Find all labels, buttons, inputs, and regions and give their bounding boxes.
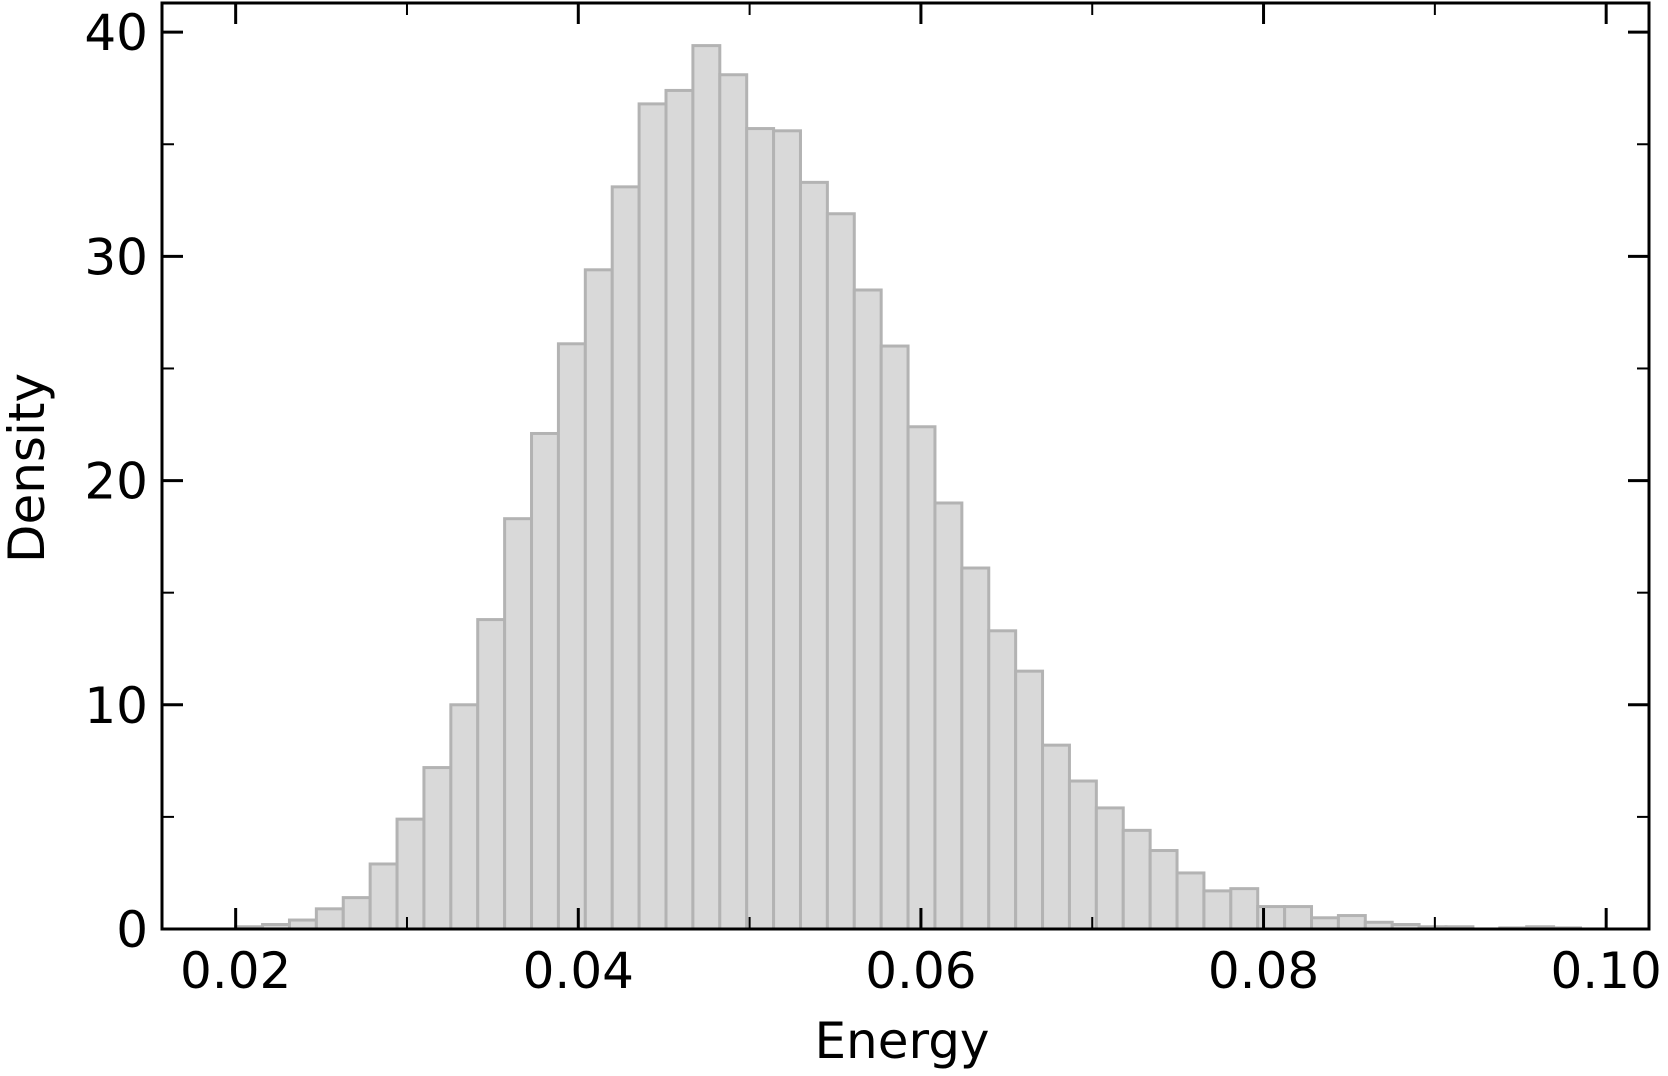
x-tick-label: 0.04 — [523, 942, 634, 1000]
bar — [933, 501, 964, 931]
y-tick-label: 20 — [84, 453, 148, 511]
y-tick-label: 10 — [84, 677, 148, 735]
bar — [583, 268, 614, 931]
x-tick-label: 0.10 — [1551, 942, 1662, 1000]
bar — [556, 342, 587, 931]
y-tick-label: 40 — [84, 4, 148, 62]
bar — [637, 102, 668, 931]
bar — [664, 88, 695, 931]
bar — [422, 766, 453, 931]
bar — [368, 862, 399, 931]
bar — [610, 185, 641, 931]
bar — [1310, 916, 1340, 931]
y-axis-label: Density — [0, 373, 56, 563]
y-tick-label: 0 — [116, 901, 148, 959]
bar — [718, 73, 749, 931]
x-tick-label: 0.02 — [180, 942, 291, 1000]
bar — [530, 431, 560, 931]
x-tick-label: 0.08 — [1208, 942, 1319, 1000]
bar — [476, 618, 507, 931]
y-tick-label: 30 — [84, 228, 148, 286]
bar — [341, 896, 372, 931]
bar — [745, 127, 776, 931]
bar — [879, 344, 910, 931]
x-axis-label: Energy — [814, 1012, 989, 1070]
bar — [395, 817, 426, 931]
bar — [1094, 806, 1125, 931]
bar — [852, 288, 883, 931]
plot-frame — [160, 1, 1651, 931]
bar — [314, 907, 345, 931]
bar — [825, 212, 856, 931]
bar — [449, 703, 480, 931]
bar — [772, 129, 802, 931]
bar — [906, 425, 937, 931]
bar — [987, 629, 1018, 931]
bar — [1121, 828, 1152, 931]
bar — [1202, 889, 1233, 931]
bar — [1336, 914, 1367, 931]
bar — [1041, 743, 1071, 931]
bar — [1175, 871, 1206, 931]
bar — [1067, 779, 1098, 931]
bar — [1148, 849, 1179, 931]
bar — [1229, 887, 1260, 931]
x-tick-label: 0.06 — [865, 942, 976, 1000]
bar — [503, 517, 534, 931]
bar — [798, 180, 829, 931]
bar — [1014, 669, 1045, 931]
bar — [1256, 905, 1287, 931]
bar — [1283, 905, 1314, 931]
bar — [691, 44, 722, 931]
bar — [960, 566, 991, 931]
